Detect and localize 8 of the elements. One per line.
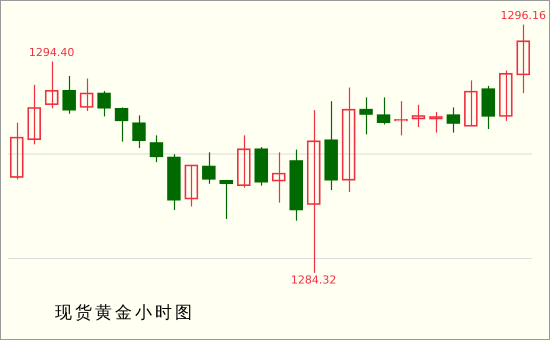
- candlestick: [62, 75, 76, 114]
- candlestick: [359, 96, 373, 135]
- candlestick: [376, 96, 390, 126]
- annotation: 1284.32: [290, 273, 336, 286]
- candlestick: [394, 100, 408, 136]
- annotation: 1296.16: [500, 8, 546, 22]
- text: 现货黄金小时图: [55, 302, 195, 324]
- annotation: 1294.40: [28, 46, 74, 59]
